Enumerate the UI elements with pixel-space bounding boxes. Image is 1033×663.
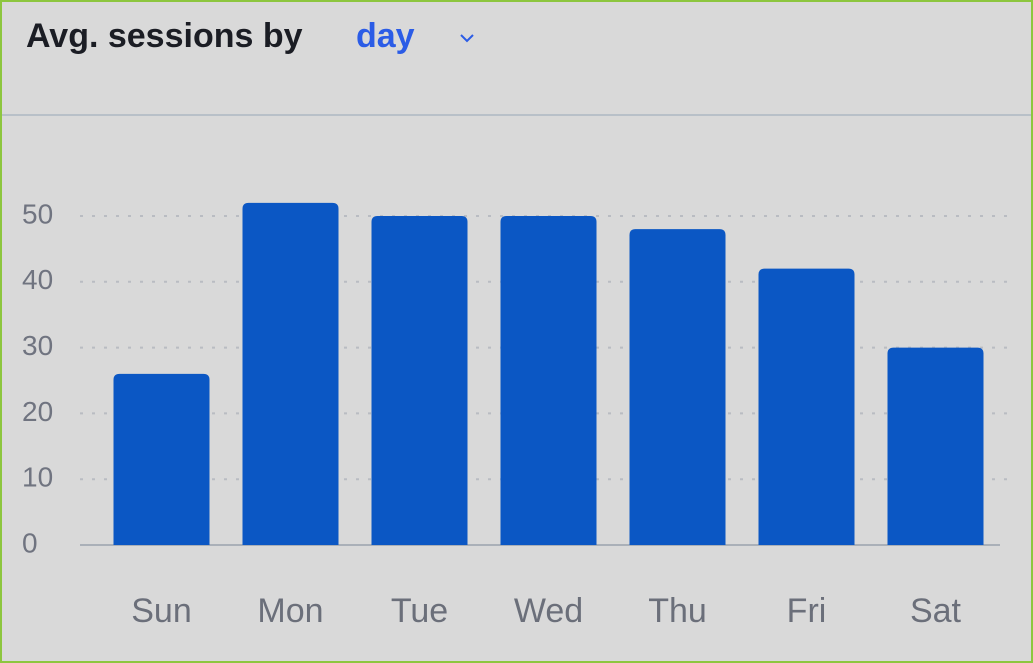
y-tick-label: 0 <box>22 527 38 558</box>
bar <box>758 268 855 545</box>
x-tick-label: Fri <box>787 592 827 630</box>
x-tick-label: Tue <box>391 592 448 630</box>
bar <box>887 347 984 545</box>
bar <box>500 216 597 545</box>
bar <box>113 373 210 545</box>
chart-title: Avg. sessions by <box>26 17 303 55</box>
x-tick-label: Sat <box>910 592 962 630</box>
dropdown-chevron[interactable] <box>460 34 474 43</box>
x-tick-label: Sun <box>131 592 192 630</box>
bar <box>242 202 339 545</box>
y-tick-label: 40 <box>22 264 53 295</box>
y-tick-label: 20 <box>22 396 53 427</box>
bar <box>371 216 468 545</box>
x-tick-label: Mon <box>257 592 323 630</box>
title-selector[interactable]: day <box>356 17 415 55</box>
bar <box>629 229 726 545</box>
x-tick-label: Wed <box>514 592 583 630</box>
y-tick-label: 10 <box>22 462 53 493</box>
y-tick-label: 50 <box>22 198 53 229</box>
y-tick-label: 30 <box>22 330 53 361</box>
x-tick-label: Thu <box>648 592 707 630</box>
